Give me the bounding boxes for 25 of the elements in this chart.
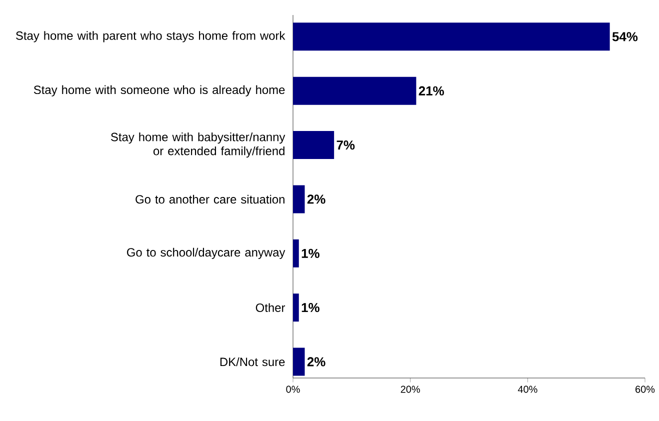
y-tick-label: Go to another care situation [136, 194, 284, 204]
data-label: 21% [418, 86, 444, 96]
y-tick-label: Stay home with parent who stays home from work [16, 31, 286, 42]
x-tick-label: 40% [518, 386, 538, 393]
bar [293, 185, 305, 214]
bar [293, 131, 334, 160]
y-tick-label: Stay home with babysitter/nanny or extended family/friend [111, 132, 286, 158]
bar [293, 22, 610, 51]
y-tick-label: DK/Not sure [220, 357, 285, 366]
bar [293, 348, 305, 376]
bar [293, 294, 299, 322]
data-label: 1% [302, 248, 320, 258]
y-tick-label: Go to school/daycare anyway [127, 248, 286, 259]
data-label: 1% [302, 303, 320, 312]
data-label: 7% [336, 140, 355, 150]
data-label: 2% [307, 357, 326, 366]
x-tick-label: 60% [636, 386, 655, 393]
x-tick-label: 20% [400, 386, 420, 393]
data-label: 2% [307, 194, 326, 204]
y-tick-label: Other [256, 303, 286, 312]
bar [293, 239, 299, 268]
y-tick-label: Stay home with someone who is already home [34, 85, 285, 96]
x-tick-label: 0% [286, 386, 300, 393]
data-label: 54% [612, 32, 638, 42]
bar [293, 76, 416, 105]
